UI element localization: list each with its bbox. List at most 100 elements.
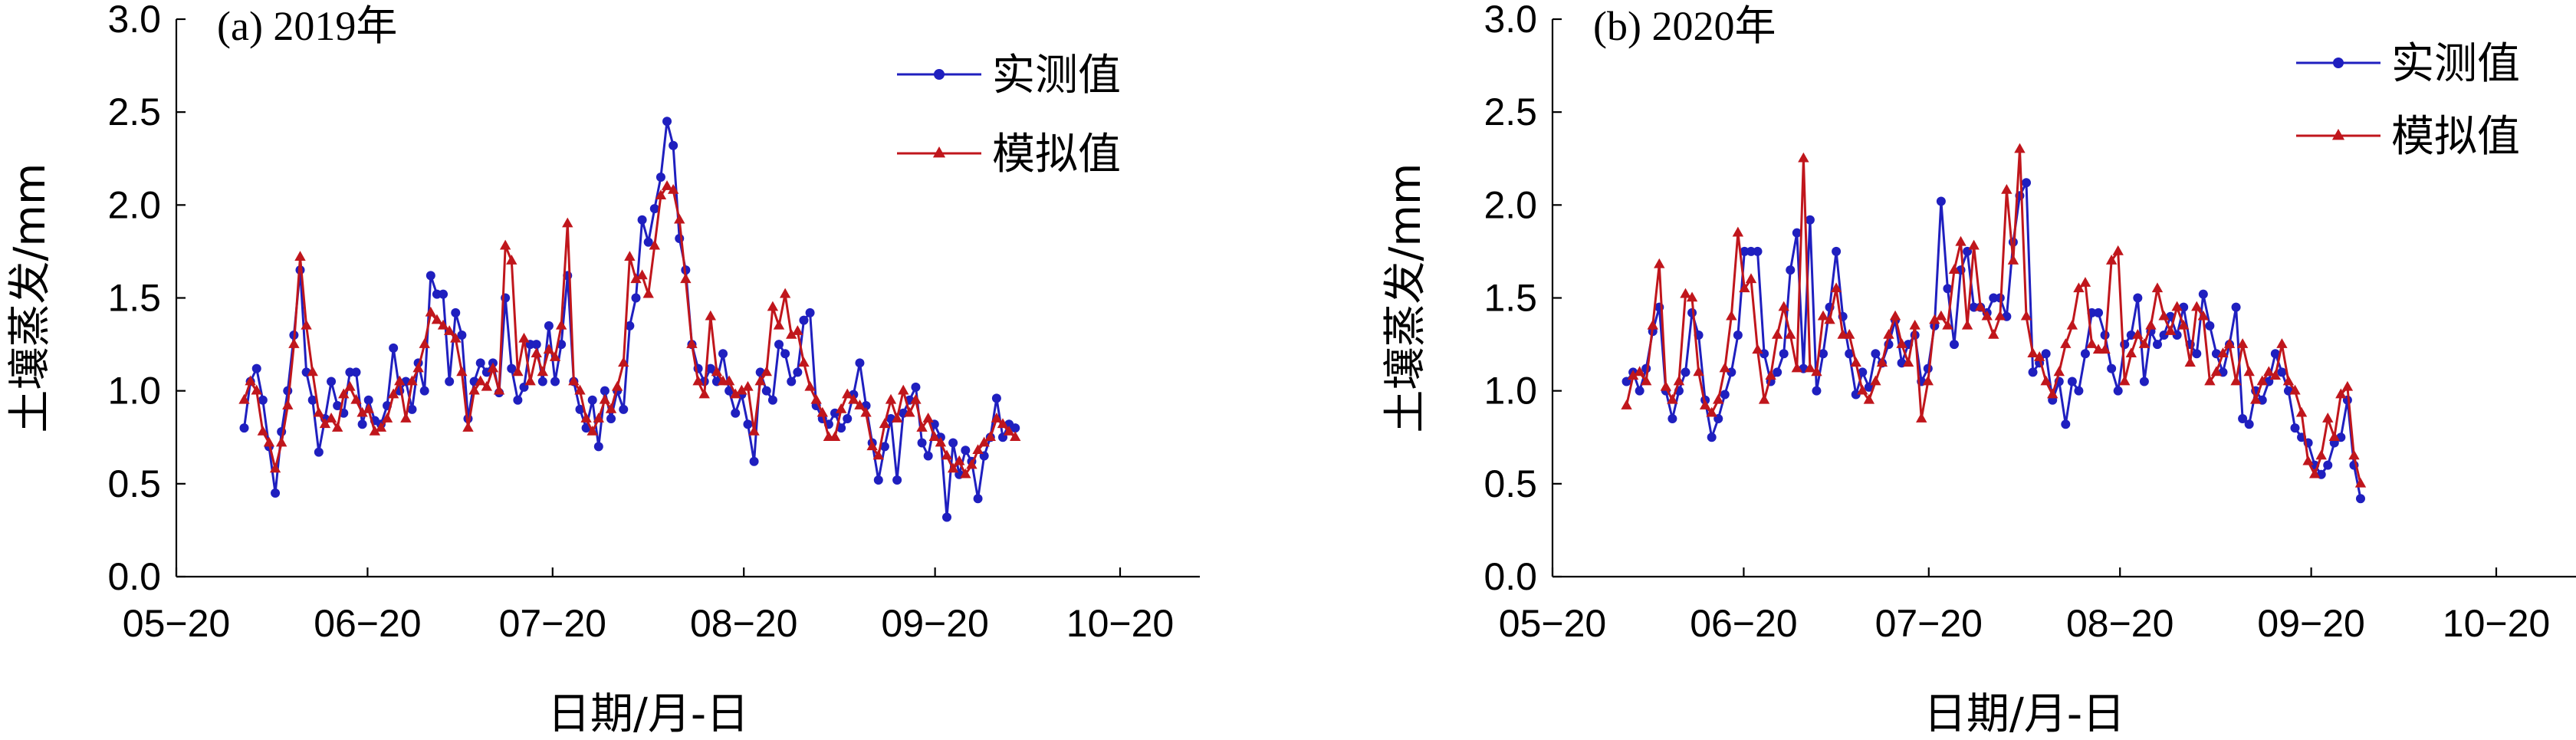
- data-point-simulated: [761, 366, 772, 377]
- data-point-simulated: [282, 400, 294, 409]
- legend-label-simulated: 模拟值: [2391, 112, 2520, 162]
- data-point-measured: [774, 340, 784, 350]
- data-point-simulated: [624, 251, 636, 261]
- data-point-measured: [662, 117, 672, 127]
- data-point-simulated: [966, 459, 978, 469]
- data-point-simulated: [2250, 393, 2262, 404]
- data-point-measured: [2107, 363, 2117, 373]
- data-point-simulated: [593, 413, 605, 423]
- data-point-simulated: [661, 180, 673, 190]
- data-point-simulated: [1003, 425, 1015, 436]
- data-point-measured: [307, 395, 317, 405]
- data-point-simulated: [313, 406, 325, 417]
- data-point-simulated: [2151, 282, 2164, 293]
- data-point-simulated: [325, 413, 337, 423]
- data-point-simulated: [549, 351, 561, 361]
- data-point-measured: [283, 386, 293, 396]
- data-point-simulated: [350, 393, 362, 404]
- data-point-measured: [1832, 246, 1842, 256]
- data-point-simulated: [1699, 400, 1711, 409]
- data-point-simulated: [331, 422, 343, 432]
- data-point-simulated: [2302, 455, 2314, 465]
- data-point-measured: [439, 289, 449, 299]
- data-point-simulated: [1850, 357, 1861, 367]
- data-point-simulated: [1660, 380, 1672, 391]
- data-point-simulated: [2276, 338, 2288, 348]
- data-point-simulated: [1955, 235, 1967, 246]
- data-point-measured: [1805, 215, 1815, 225]
- data-point-simulated: [1752, 344, 1763, 354]
- data-point-measured: [649, 204, 659, 214]
- data-point-measured: [2094, 308, 2104, 317]
- data-point-measured: [1733, 330, 1743, 340]
- x-tick-label: 05−20: [123, 602, 230, 645]
- data-point-simulated: [854, 400, 866, 409]
- data-point-measured: [780, 349, 790, 359]
- data-point-measured: [1949, 340, 1959, 350]
- data-point-measured: [1720, 390, 1730, 400]
- x-tick-label: 06−20: [1690, 602, 1797, 645]
- data-point-measured: [2067, 377, 2077, 386]
- data-point-simulated: [288, 338, 300, 348]
- x-tick-label: 08−20: [690, 602, 797, 645]
- data-point-measured: [1753, 246, 1763, 256]
- data-point-simulated: [1857, 384, 1868, 395]
- chart-panel-b: 0.0 0.5 1.0 1.5 2.0 2.5 3.0 05−20 06−20 07−20 08−2…: [1381, 0, 2576, 739]
- data-point-measured: [1773, 367, 1783, 377]
- data-point-simulated: [2086, 338, 2098, 348]
- y-tick-label: 2.5: [107, 90, 161, 133]
- data-point-simulated: [2007, 255, 2019, 265]
- series-line-measured: [243, 120, 1016, 518]
- data-point-measured: [625, 321, 635, 331]
- data-point-simulated: [1935, 310, 1947, 321]
- data-point-measured: [451, 308, 461, 317]
- data-point-simulated: [1686, 291, 1698, 302]
- data-point-measured: [2022, 178, 2032, 188]
- data-point-simulated: [618, 357, 629, 367]
- x-tick-label: 06−20: [314, 602, 421, 645]
- y-axis-label: 土壤蒸发/mm: [1381, 163, 1431, 433]
- data-point-measured: [2270, 349, 2280, 359]
- data-point-simulated: [301, 319, 312, 330]
- data-point-simulated: [387, 388, 399, 399]
- data-point-simulated: [636, 269, 648, 280]
- data-point-measured: [1727, 367, 1737, 377]
- data-point-measured: [731, 408, 741, 418]
- y-tick-label: 3.0: [107, 0, 161, 41]
- y-tick-label: 2.0: [1484, 183, 1537, 226]
- data-point-simulated: [369, 425, 381, 436]
- data-point-measured: [873, 475, 883, 485]
- data-point-simulated: [1988, 328, 1999, 339]
- data-point-simulated: [2132, 328, 2144, 339]
- data-point-simulated: [1961, 319, 1973, 330]
- data-point-simulated: [2066, 319, 2078, 330]
- data-point-simulated: [686, 338, 698, 348]
- data-point-measured: [600, 386, 610, 396]
- data-point-measured: [593, 442, 603, 452]
- y-tick-label: 1.5: [107, 277, 161, 320]
- data-point-measured: [843, 414, 853, 424]
- data-point-measured: [2120, 340, 2130, 350]
- data-point-simulated: [257, 425, 269, 436]
- x-tick-label: 05−20: [1499, 602, 1606, 645]
- data-point-simulated: [2047, 388, 2058, 399]
- data-point-simulated: [2177, 319, 2190, 330]
- data-point-simulated: [1876, 357, 1888, 367]
- data-point-simulated: [425, 306, 437, 317]
- y-tick-label: 2.0: [107, 183, 161, 226]
- data-point-measured: [793, 367, 803, 377]
- data-point-simulated: [506, 255, 518, 265]
- data-point-simulated: [394, 375, 406, 386]
- data-point-measured: [1668, 414, 1677, 424]
- data-point-measured: [513, 395, 523, 405]
- data-point-simulated: [2230, 375, 2242, 386]
- data-point-simulated: [443, 325, 455, 335]
- data-point-simulated: [1627, 370, 1639, 380]
- data-point-measured: [1635, 386, 1644, 396]
- data-point-simulated: [319, 418, 331, 429]
- data-point-simulated: [2191, 301, 2203, 311]
- y-tick-label: 2.5: [1484, 90, 1537, 133]
- data-point-simulated: [2112, 245, 2124, 255]
- data-point-measured: [1779, 349, 1789, 359]
- data-point-measured: [2231, 302, 2241, 312]
